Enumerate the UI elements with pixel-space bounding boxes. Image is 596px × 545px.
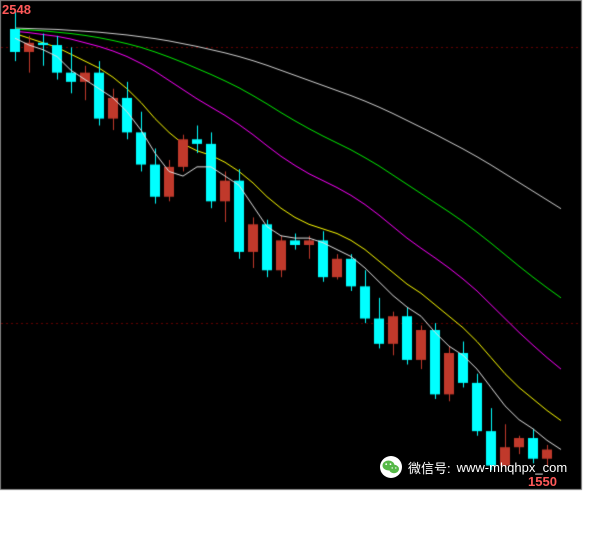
watermark-prefix: 微信号: (408, 458, 451, 477)
wechat-icon (380, 456, 402, 478)
wechat-watermark: 微信号: www-mhqhpx_com (380, 456, 567, 478)
chart-container: 2548 1550 微信号: www-mhqhpx_com (0, 0, 596, 545)
watermark-text: www-mhqhpx_com (457, 460, 568, 475)
